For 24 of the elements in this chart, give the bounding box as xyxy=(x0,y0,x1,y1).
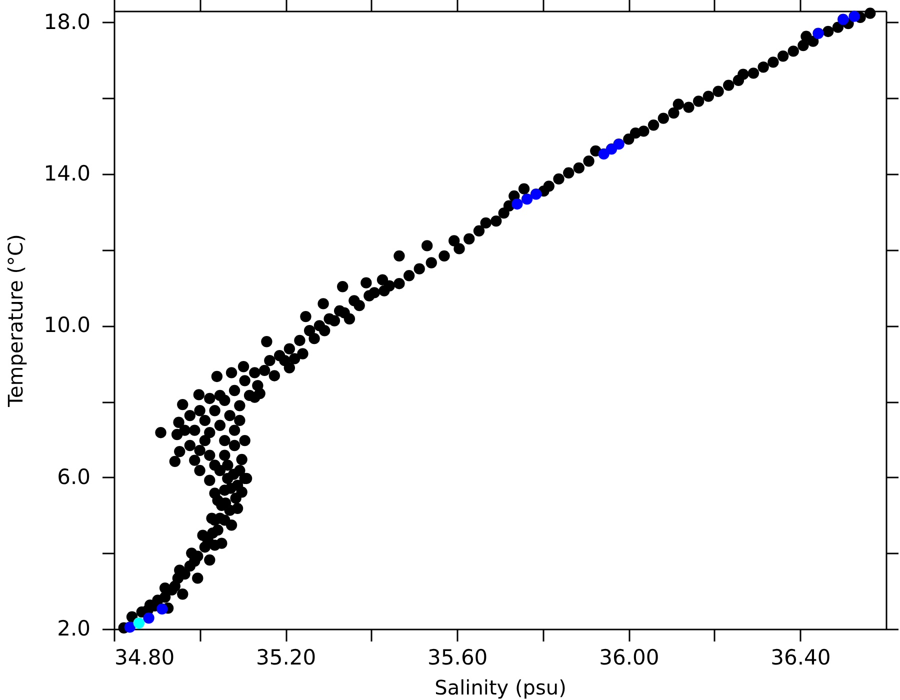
x-axis-title: Salinity (psu) xyxy=(434,676,566,700)
y-tick-label: 10.0 xyxy=(44,313,90,338)
y-tick-label: 2.0 xyxy=(57,616,90,640)
point xyxy=(521,193,533,205)
x-tick-label: 35.20 xyxy=(256,646,316,670)
x-tick-label: 35.60 xyxy=(428,646,488,670)
x-tick-label: 36.00 xyxy=(599,646,660,670)
point xyxy=(598,148,610,160)
point xyxy=(133,617,144,629)
point xyxy=(124,622,136,633)
point xyxy=(838,14,849,25)
point xyxy=(613,138,624,150)
point xyxy=(530,188,542,200)
point xyxy=(143,612,154,624)
point xyxy=(812,28,824,39)
point xyxy=(848,10,860,22)
x-tick-label: 34.80 xyxy=(114,646,175,670)
y-tick-label: 6.0 xyxy=(57,464,90,489)
y-tick-label: 18.0 xyxy=(44,10,90,34)
point xyxy=(512,198,523,210)
y-axis-title: Temperature (°C) xyxy=(4,234,28,408)
y-tick-label: 14.0 xyxy=(44,162,90,186)
point xyxy=(156,603,168,614)
x-tick-label: 36.40 xyxy=(770,646,831,670)
